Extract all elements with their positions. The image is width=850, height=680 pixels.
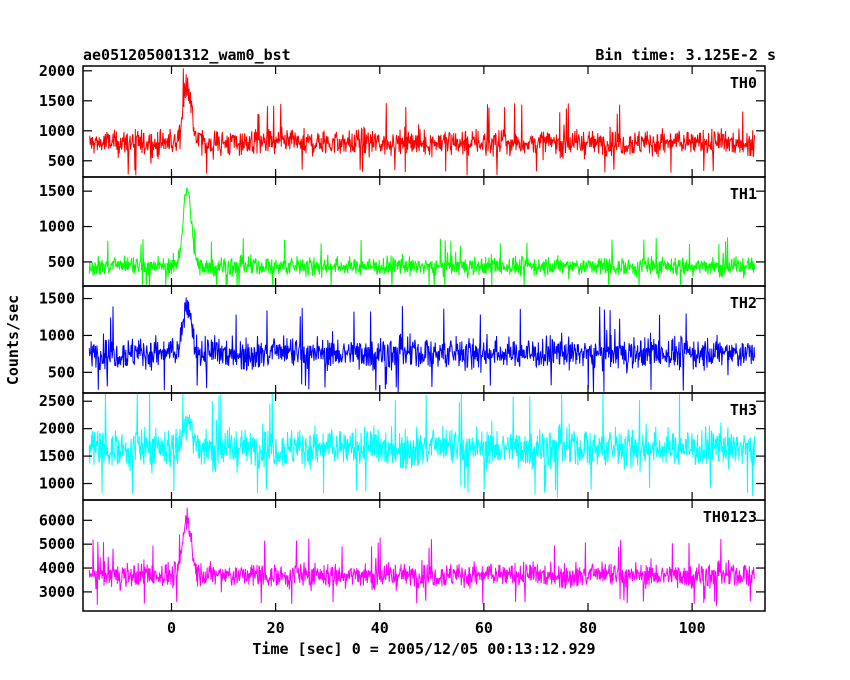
y-tick-label: 500 <box>48 363 75 381</box>
y-tick-label: 1000 <box>39 326 75 344</box>
panel-frame <box>82 499 766 612</box>
bin-time-label: Bin time: 3.125E-2 s <box>595 46 776 64</box>
panel-label: TH0123 <box>703 508 757 526</box>
panel-frame <box>82 65 766 178</box>
x-tick-label: 40 <box>371 619 389 637</box>
panel-label: TH2 <box>730 294 757 312</box>
y-tick-label: 1000 <box>39 122 75 140</box>
y-tick-label: 1000 <box>39 475 75 493</box>
y-tick-label: 2000 <box>39 420 75 438</box>
y-tick-label: 1500 <box>39 92 75 110</box>
panel-frame <box>82 285 766 394</box>
y-tick-label: 500 <box>48 253 75 271</box>
x-tick-label: 20 <box>267 619 285 637</box>
series-th0 <box>89 68 756 176</box>
series-th1 <box>88 187 756 287</box>
y-tick-label: 2000 <box>39 62 75 80</box>
y-tick-label: 4000 <box>39 559 75 577</box>
series-th3 <box>88 392 756 498</box>
y-tick-label: 1500 <box>39 290 75 308</box>
x-tick-label: 60 <box>475 619 493 637</box>
panel-label: TH0 <box>730 74 757 92</box>
y-tick-label: 3000 <box>39 583 75 601</box>
y-tick-label: 1000 <box>39 218 75 236</box>
y-tick-label: 6000 <box>39 511 75 529</box>
y-tick-label: 500 <box>48 152 75 170</box>
y-tick-label: 1500 <box>39 447 75 465</box>
panel-th0: 500 1000 1500 2000 TH0 <box>39 62 766 178</box>
x-tick-label: 80 <box>579 619 597 637</box>
x-axis-label: Time [sec] 0 = 2005/12/05 00:13:12.929 <box>252 640 595 658</box>
chart-title: ae051205001312_wam0_bst <box>83 46 291 64</box>
panel-th0123: 3000 4000 5000 6000 TH0123 <box>39 499 766 612</box>
x-axis-ticks: 0 20 40 60 80 100 <box>167 619 706 637</box>
series-th2 <box>88 297 756 394</box>
panel-th3: 1000 1500 2000 2500 TH3 <box>39 392 766 501</box>
panel-th2: 500 1000 1500 TH2 <box>39 285 766 394</box>
y-tick-label: 5000 <box>39 535 75 553</box>
panel-label: TH3 <box>730 401 757 419</box>
y-tick-label: 1500 <box>39 182 75 200</box>
x-tick-label: 0 <box>167 619 176 637</box>
x-tick-label: 100 <box>679 619 706 637</box>
panel-label: TH1 <box>730 185 757 203</box>
panel-th1: 500 1000 1500 TH1 <box>39 176 766 287</box>
series-th0123 <box>88 507 756 607</box>
y-tick-label: 2500 <box>39 392 75 410</box>
y-axis-label: Counts/sec <box>4 295 22 385</box>
